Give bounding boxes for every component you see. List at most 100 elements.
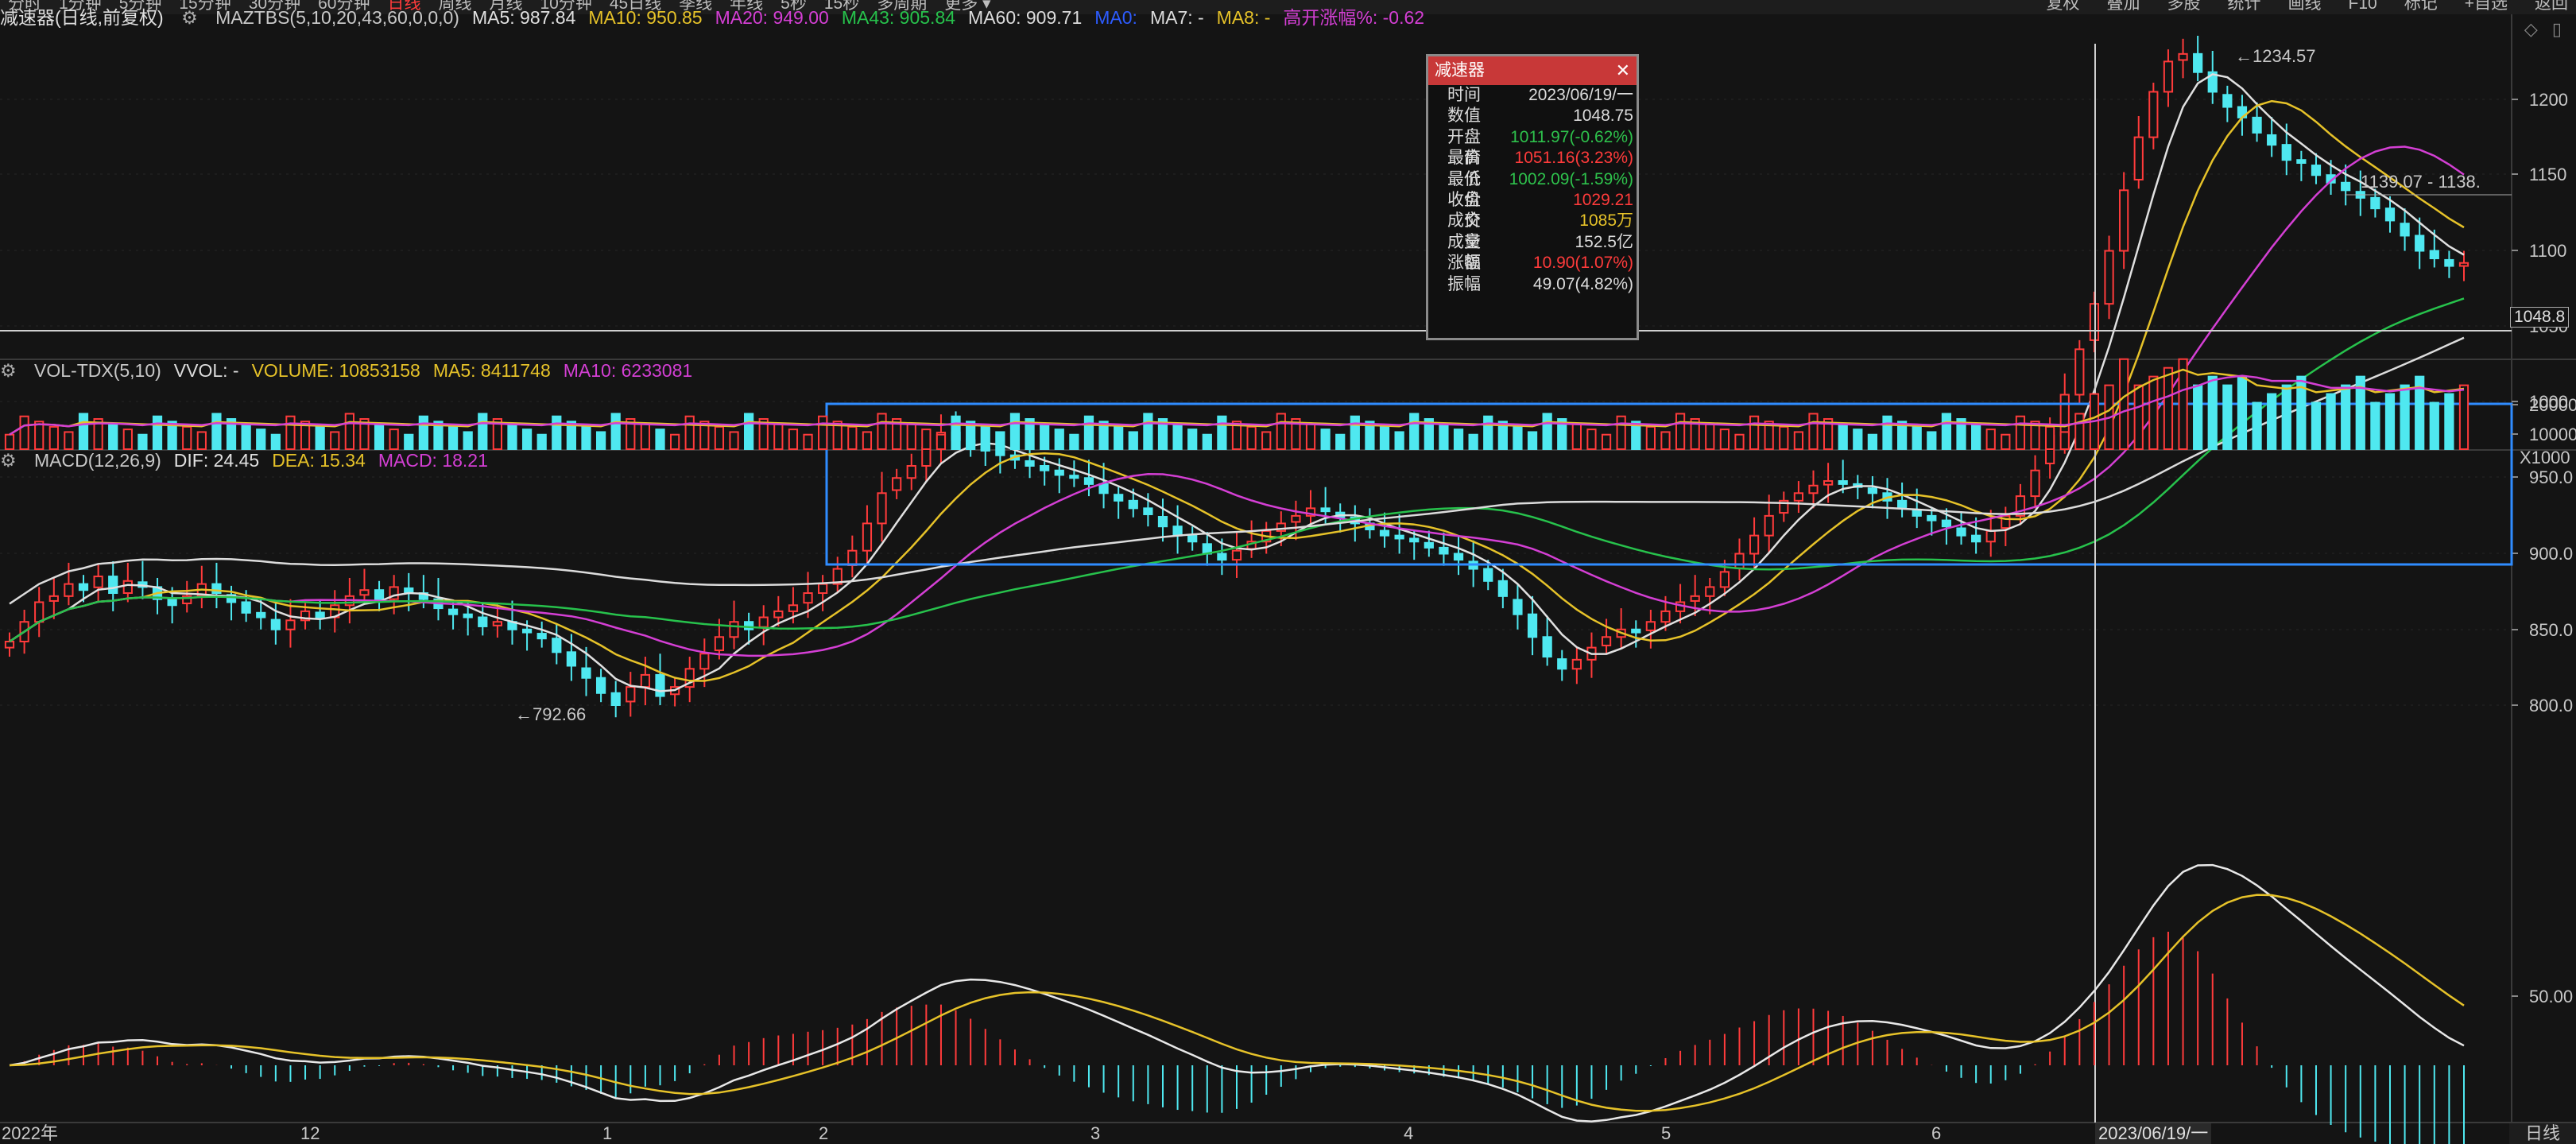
candle-body <box>1276 522 1286 532</box>
candle-body <box>818 583 828 595</box>
candle-body <box>447 608 459 615</box>
tab-0[interactable]: 分时 <box>8 0 41 13</box>
volume-bar <box>1571 423 1582 450</box>
volume-bar <box>1616 415 1626 451</box>
volume-bar <box>1172 423 1183 450</box>
candle-body <box>108 576 118 595</box>
volume-bar <box>374 423 385 450</box>
tab-16[interactable]: 更多 ▾ <box>944 0 991 13</box>
tool-0[interactable]: 复权 <box>2046 0 2080 13</box>
tab-5[interactable]: 60分钟 <box>318 0 370 13</box>
volume-bar <box>1350 415 1360 451</box>
period-tabs: 分时 1分钟 5分钟 15分钟 30分钟 60分钟 日线 周线 月线 10分钟 45日线 季线 年线 5秒… <box>8 0 1009 13</box>
tool-8[interactable]: 返回 <box>2535 0 2568 13</box>
volume-bar <box>1719 429 1730 451</box>
candle-body <box>552 638 562 653</box>
period-label: 日线 <box>2509 1123 2576 1144</box>
volume-bar <box>1823 418 1834 450</box>
tab-14[interactable]: 15秒 <box>823 0 860 13</box>
tool-5[interactable]: F10 <box>2348 0 2377 13</box>
tool-7[interactable]: +自选 <box>2464 0 2508 13</box>
tab-10[interactable]: 45日线 <box>609 0 662 13</box>
tool-6[interactable]: 标记 <box>2404 0 2438 13</box>
tab-3[interactable]: 15分钟 <box>179 0 231 13</box>
volume-bar <box>270 433 281 451</box>
tooltip-key: 振幅 <box>1447 274 1481 293</box>
candle-body <box>2341 181 2351 192</box>
volume-bar <box>818 415 828 451</box>
tab-4[interactable]: 30分钟 <box>248 0 301 13</box>
volume-bar <box>1586 429 1597 451</box>
tab-9[interactable]: 10分钟 <box>540 0 592 13</box>
candle-body <box>906 465 916 479</box>
close-icon[interactable]: ✕ <box>1615 60 1630 80</box>
tool-1[interactable]: 叠加 <box>2106 0 2140 13</box>
volume-bar <box>1424 418 1434 450</box>
volume-bar <box>581 425 591 450</box>
tooltip-value: 49.07(4.82%) <box>1532 274 1633 293</box>
volume-bar <box>108 423 118 450</box>
candle-body <box>211 583 222 595</box>
candle-body <box>921 447 932 467</box>
date-tick: 2022年 <box>2 1123 58 1143</box>
volume-bar <box>2148 375 2159 450</box>
tab-7[interactable]: 周线 <box>438 0 472 13</box>
price-tick-label: 850.0 <box>2529 620 2573 640</box>
date-axis: 2023/06/19/一 2022年 12 1 2 3 4 5 6 <box>0 1123 2576 1144</box>
tool-4[interactable]: 画线 <box>2287 0 2322 13</box>
candle-body <box>2207 71 2218 93</box>
tooltip-row: 最高价 1051.16(3.23%) <box>1428 148 1637 188</box>
volume-bar <box>2311 401 2322 450</box>
high-annotation: ←1234.57 <box>2235 46 2316 66</box>
panel-toggle-icon[interactable]: ▯ <box>2551 19 2562 39</box>
volume-bar <box>980 425 990 450</box>
candle-body <box>2104 250 2114 305</box>
volume-bar <box>1838 423 1848 450</box>
tooltip-key: 收盘价 <box>1447 190 1481 231</box>
vol-legend-item-1: VVOL: - <box>173 360 239 381</box>
candle-body <box>93 576 103 588</box>
volume-bar <box>2030 421 2040 450</box>
tooltip-key: 涨幅 <box>1447 254 1481 273</box>
candle-body <box>1690 595 1700 602</box>
price-tick-label: 950.0 <box>2529 467 2573 487</box>
volume-bar <box>300 421 311 450</box>
volume-bar <box>951 415 961 451</box>
volume-bar <box>1882 415 1892 451</box>
volume-bar <box>492 418 502 450</box>
candle-body <box>1083 477 1094 485</box>
tool-3[interactable]: 统计 <box>2227 0 2261 13</box>
tab-8[interactable]: 月线 <box>489 0 523 13</box>
vol-settings-icon[interactable]: ⚙ <box>0 360 17 381</box>
settings-gear-icon[interactable]: ⚙ <box>181 7 198 28</box>
tool-2[interactable]: 多股 <box>2167 0 2201 13</box>
candle-body <box>2429 250 2439 260</box>
price-tick-label: 1200 <box>2529 90 2568 110</box>
tab-6[interactable]: 日线 <box>387 0 421 13</box>
candle-body <box>877 492 887 525</box>
main-legend-item-3: MA20: 949.00 <box>715 7 829 28</box>
collapse-icon[interactable]: ◇ <box>2524 19 2538 39</box>
candle-body <box>2119 189 2129 252</box>
candle-body <box>832 568 843 585</box>
candle-body <box>1631 628 1641 634</box>
volume-bar <box>1690 418 1700 450</box>
candle-body <box>714 636 725 652</box>
tab-15[interactable]: 多周期 <box>877 0 928 13</box>
volume-bar <box>1483 415 1493 451</box>
volume-bar <box>2015 415 2026 451</box>
main-legend-item-9: 高开涨幅%: -0.62 <box>1283 7 1425 28</box>
vol-tick-label: 10000 <box>2529 425 2576 444</box>
candle-body <box>389 586 399 600</box>
tab-13[interactable]: 5秒 <box>781 0 807 13</box>
macd-settings-icon[interactable]: ⚙ <box>0 450 17 471</box>
tab-2[interactable]: 5分钟 <box>118 0 162 13</box>
volume-bar <box>1808 413 1819 451</box>
tooltip-value: 2023/06/19/一 <box>1528 86 1633 104</box>
tab-12[interactable]: 年线 <box>730 0 764 13</box>
volume-bar <box>211 413 222 451</box>
tab-11[interactable]: 季线 <box>679 0 713 13</box>
tab-1[interactable]: 1分钟 <box>59 0 102 13</box>
volume-bar <box>2001 433 2011 451</box>
